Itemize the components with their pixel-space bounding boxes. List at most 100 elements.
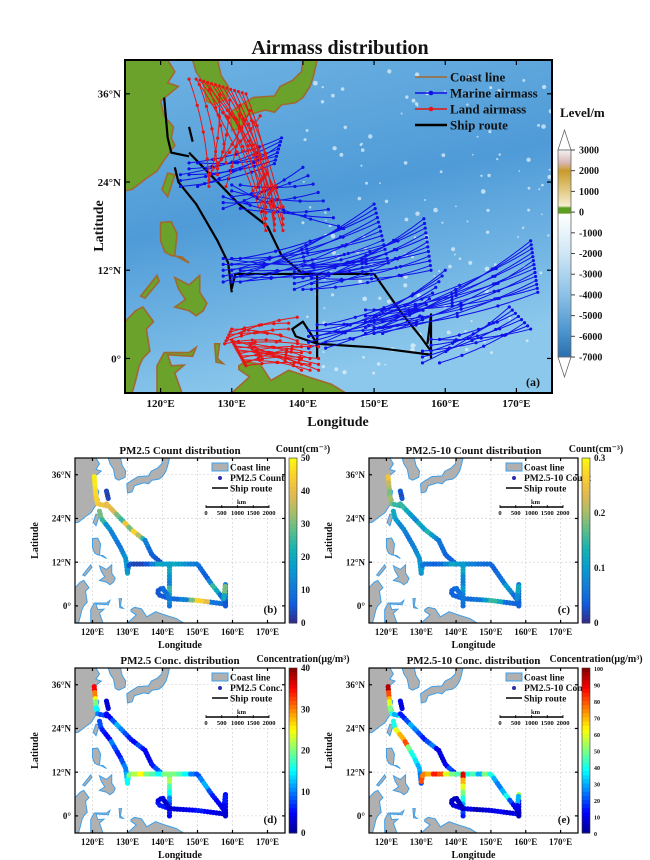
scale-bar-label: 0 bbox=[204, 510, 207, 517]
colorbar-d bbox=[288, 667, 298, 834]
colorbar-cell bbox=[289, 478, 297, 484]
seamount bbox=[541, 183, 544, 187]
colorbar-cell bbox=[582, 581, 590, 587]
trajectory-point bbox=[380, 234, 384, 238]
x-tick-label: 150°E bbox=[479, 627, 502, 637]
trajectory-point bbox=[413, 302, 418, 306]
map-frame bbox=[74, 457, 286, 624]
measurement-point bbox=[460, 603, 466, 609]
legend-label: PM2.5 Count bbox=[230, 474, 285, 484]
trajectory-point bbox=[396, 239, 400, 243]
trajectory-point bbox=[420, 349, 425, 353]
colorbar-cell bbox=[289, 787, 297, 793]
trajectory-point bbox=[301, 165, 305, 169]
trajectory-point bbox=[437, 280, 441, 284]
colorbar-cell bbox=[582, 519, 590, 525]
seamount bbox=[446, 330, 451, 335]
x-tick-label: 150°E bbox=[360, 398, 388, 410]
seamount bbox=[330, 233, 336, 239]
y-axis-label: Latitude bbox=[324, 732, 335, 769]
landmass bbox=[385, 747, 401, 769]
trajectory-point bbox=[474, 341, 478, 345]
trajectory-point bbox=[399, 274, 403, 278]
trajectory-point bbox=[534, 278, 538, 283]
landmass bbox=[412, 598, 419, 610]
seamount bbox=[322, 350, 325, 354]
trajectory-point bbox=[219, 123, 223, 128]
trajectory-point bbox=[201, 130, 205, 134]
trajectory-point bbox=[326, 271, 331, 275]
trajectory-point bbox=[259, 179, 263, 183]
colorbar-arrow-bottom bbox=[557, 356, 572, 379]
x-tick-label: 170°E bbox=[502, 398, 530, 410]
trajectory-point bbox=[292, 287, 296, 291]
panel-d-map bbox=[74, 667, 286, 834]
landmass bbox=[419, 606, 479, 624]
trajectory-point bbox=[221, 262, 225, 266]
ship-route bbox=[187, 126, 194, 142]
map-frame bbox=[368, 667, 579, 834]
measurement-point bbox=[460, 813, 466, 819]
trajectory-point bbox=[202, 79, 206, 83]
landmass bbox=[98, 563, 116, 586]
colorbar-cell bbox=[289, 709, 297, 714]
landmass bbox=[81, 773, 93, 787]
x-tick-label: 130°E bbox=[218, 398, 246, 410]
seamount bbox=[362, 356, 365, 359]
trajectory-point bbox=[197, 82, 201, 86]
seamount bbox=[403, 161, 408, 165]
seamount bbox=[453, 253, 456, 256]
x-tick-label: 120°E bbox=[81, 627, 104, 637]
panel-a-title: Airmass distribution bbox=[251, 37, 428, 59]
scale-bar-label: 0 bbox=[498, 510, 501, 517]
colorbar-e bbox=[581, 667, 591, 834]
seamount bbox=[488, 129, 492, 134]
trajectory-point bbox=[531, 255, 535, 259]
colorbar-cell bbox=[289, 486, 297, 492]
trajectory-point bbox=[410, 294, 414, 298]
colorbar-cell bbox=[582, 577, 590, 583]
colorbar-cell bbox=[582, 458, 590, 463]
colorbar-tick-label: 90 bbox=[594, 684, 600, 690]
trajectory-point bbox=[221, 201, 225, 205]
seamount bbox=[411, 98, 416, 103]
trajectory-point bbox=[214, 105, 218, 110]
scale-bar-label: 500 bbox=[217, 510, 227, 517]
landmass bbox=[375, 773, 387, 787]
seamount bbox=[541, 84, 547, 90]
trajectory-point bbox=[326, 207, 330, 211]
map-frame bbox=[124, 59, 553, 394]
seamount bbox=[468, 260, 473, 265]
x-axis-label: Longitude bbox=[452, 640, 496, 651]
trajectory-point bbox=[513, 311, 518, 315]
colorbar-cell bbox=[289, 672, 297, 677]
x-tick-label: 150°E bbox=[479, 837, 502, 847]
x-tick-label: 150°E bbox=[186, 837, 209, 847]
seamount bbox=[365, 181, 369, 185]
colorbar-cell bbox=[289, 783, 297, 789]
colorbar-cell bbox=[289, 458, 297, 463]
trajectory-point bbox=[364, 253, 368, 257]
colorbar-cell bbox=[582, 742, 590, 747]
scale-bar-label: 500 bbox=[217, 720, 227, 727]
trajectory-point bbox=[460, 353, 464, 357]
seamount bbox=[522, 79, 526, 82]
trajectory-point bbox=[303, 214, 307, 218]
colorbar-cell bbox=[289, 729, 297, 735]
trajectory-point bbox=[454, 338, 458, 342]
colorbar-cell bbox=[582, 569, 590, 574]
trajectory-point bbox=[255, 124, 259, 128]
seamount bbox=[339, 152, 344, 157]
trajectory-point bbox=[203, 174, 208, 179]
trajectory-point bbox=[363, 314, 368, 318]
colorbar-tick-label: -6000 bbox=[579, 332, 602, 343]
trajectory-point bbox=[272, 228, 277, 233]
trajectory-point bbox=[281, 217, 285, 221]
y-tick-label: 0° bbox=[111, 353, 121, 365]
ship-route bbox=[173, 167, 233, 293]
seamount bbox=[494, 263, 497, 266]
trajectory-point bbox=[221, 256, 225, 261]
trajectory-point bbox=[420, 355, 425, 359]
trajectory-point bbox=[238, 167, 242, 171]
landmass bbox=[81, 563, 93, 577]
